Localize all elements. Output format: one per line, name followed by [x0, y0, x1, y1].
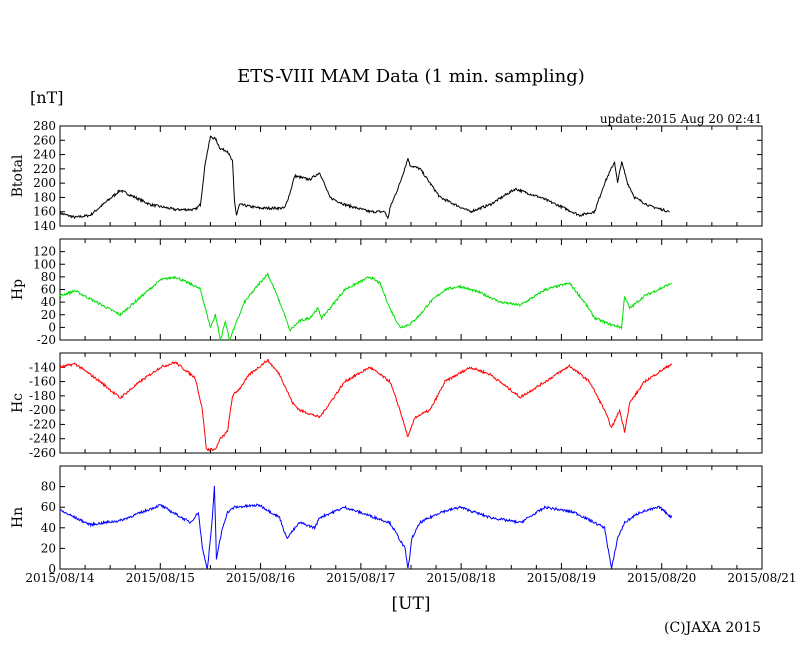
series-line-Hc	[59, 359, 673, 452]
x-tick-label: 2015/08/20	[627, 571, 696, 585]
y-tick-label: 100	[33, 257, 56, 271]
y-tick-label: -20	[37, 333, 56, 347]
chart-title: ETS-VIII MAM Data (1 min. sampling)	[237, 66, 585, 87]
y-tick-label: 60	[41, 283, 56, 297]
y-tick-label: 40	[41, 295, 56, 309]
x-tick-label: 2015/08/19	[527, 571, 596, 585]
y-tick-label: 20	[41, 541, 56, 555]
y-tick-label: 60	[41, 500, 56, 514]
x-tick-label: 2015/08/14	[25, 571, 95, 585]
panel-frame-Btotal	[59, 125, 763, 227]
panel-frame-Hc	[59, 352, 763, 454]
x-tick-label: 2015/08/21	[727, 571, 796, 585]
y-tick-label: 120	[33, 245, 56, 259]
y-tick-label: 260	[33, 133, 56, 147]
y-axis-label-Hc: Hc	[10, 393, 26, 413]
series-line-Hn	[59, 485, 673, 569]
y-tick-label: 140	[33, 219, 56, 233]
y-unit-label: [nT]	[30, 88, 64, 107]
y-tick-label: 40	[41, 521, 56, 535]
y-tick-label: -180	[29, 389, 56, 403]
x-tick-label: 2015/08/18	[427, 571, 496, 585]
y-tick-label: 220	[33, 162, 56, 176]
y-axis-label-Hn: Hn	[10, 507, 26, 528]
x-tick-label: 2015/08/15	[126, 571, 195, 585]
y-tick-label: 0	[48, 320, 56, 334]
y-tick-label: 80	[41, 270, 56, 284]
series-line-Hp	[59, 272, 673, 342]
x-tick-label: 2015/08/16	[226, 571, 295, 585]
y-tick-label: -220	[29, 417, 56, 431]
y-tick-label: 240	[33, 148, 56, 162]
update-timestamp: update:2015 Aug 20 02:41	[599, 112, 762, 126]
y-tick-label: 160	[33, 205, 56, 219]
y-tick-label: -200	[29, 403, 56, 417]
y-tick-label: 280	[33, 119, 56, 133]
y-axis-label-Hp: Hp	[10, 279, 26, 300]
series-line-Btotal	[59, 135, 670, 220]
y-tick-label: -160	[29, 375, 56, 389]
x-axis-label: [UT]	[391, 594, 431, 614]
y-tick-label: -240	[29, 432, 56, 446]
x-tick-label: 2015/08/17	[326, 571, 395, 585]
y-tick-label: 20	[41, 308, 56, 322]
y-tick-label: 0	[48, 562, 56, 576]
y-tick-label: 200	[33, 176, 56, 190]
panel-frame-Hn	[59, 465, 763, 570]
y-tick-label: -140	[29, 360, 56, 374]
y-tick-label: 80	[41, 480, 56, 494]
panel-frame-Hp	[59, 238, 763, 341]
copyright: (C)JAXA 2015	[664, 620, 762, 636]
y-tick-label: 180	[33, 190, 56, 204]
y-axis-label-Btotal: Btotal	[10, 154, 26, 197]
y-tick-label: -260	[29, 446, 56, 460]
